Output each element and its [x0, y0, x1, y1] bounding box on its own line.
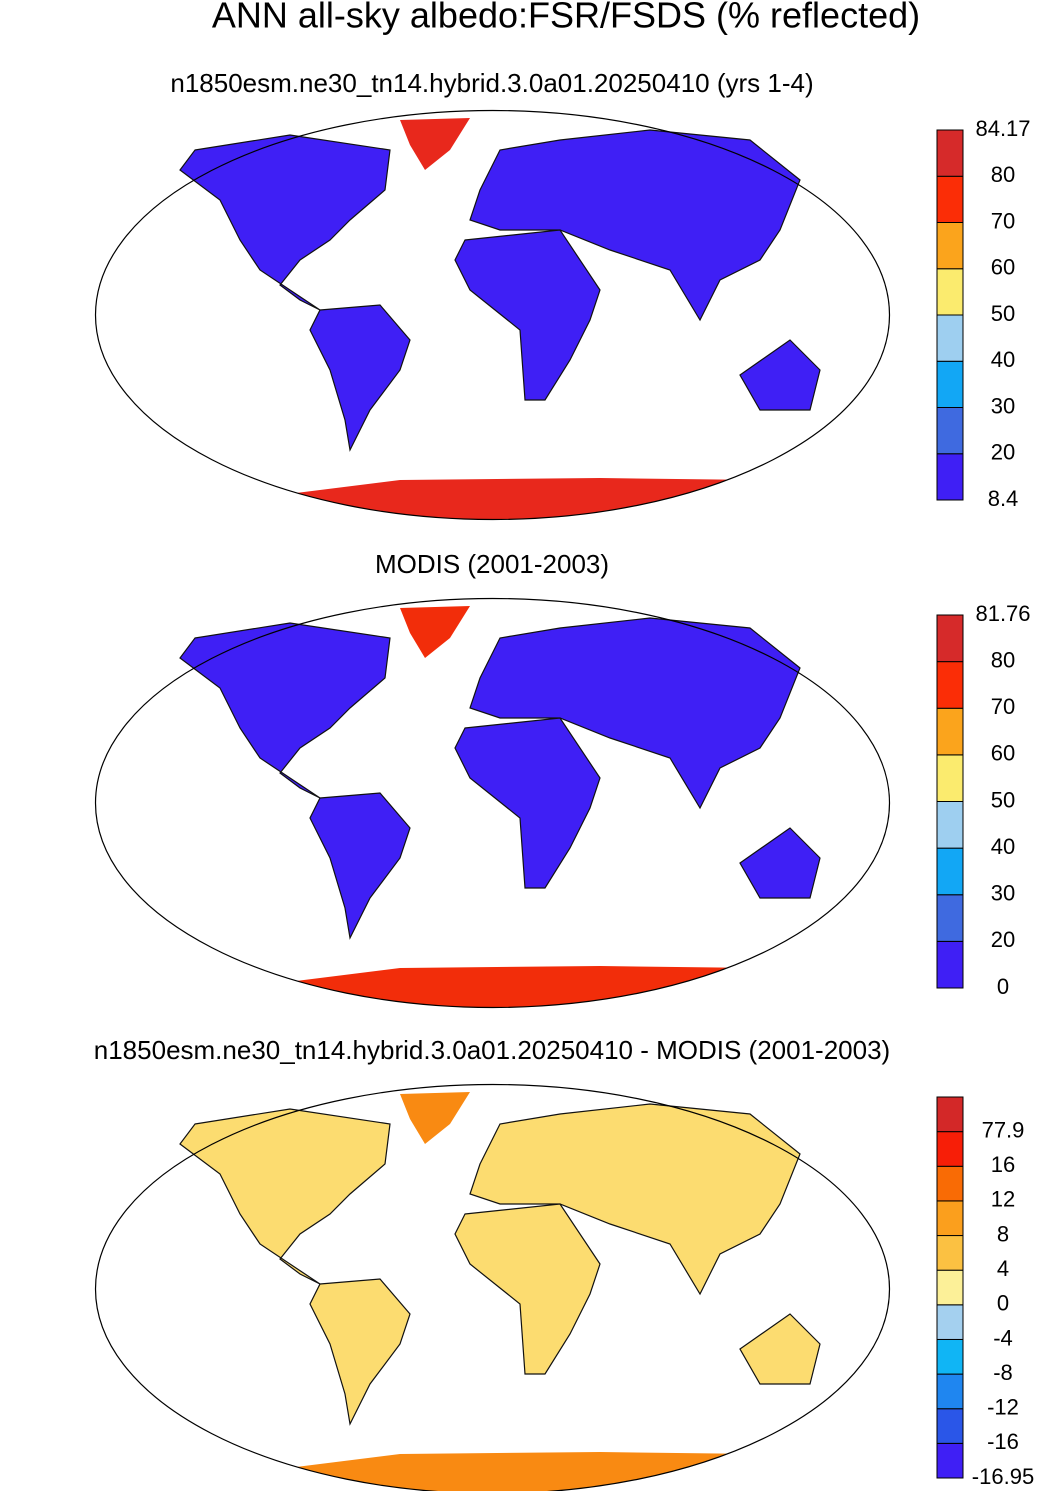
- colorbar-box: [936, 1131, 964, 1167]
- colorbar-box: [936, 360, 964, 408]
- colorbar-box: [936, 268, 964, 316]
- colorbar-label: -16: [987, 1429, 1019, 1454]
- colorbar-label: 50: [991, 787, 1015, 812]
- colorbar-box: [936, 1408, 964, 1444]
- colorbar-box: [936, 1373, 964, 1410]
- colorbar-box: [936, 847, 964, 896]
- colorbar-label: 70: [991, 208, 1015, 233]
- colorbar-box: [936, 1200, 964, 1237]
- colorbar-label: 20: [991, 440, 1015, 465]
- colorbar-label: 0: [997, 974, 1009, 999]
- map-outline: [94, 597, 891, 1009]
- figure-title: ANN all-sky albedo:FSR/FSDS (% reflected…: [212, 0, 920, 36]
- colorbar-label: 30: [991, 393, 1015, 418]
- colorbar-box: [936, 407, 964, 455]
- colorbar-label: -12: [987, 1395, 1019, 1420]
- colorbar-label: 80: [991, 647, 1015, 672]
- colorbar-box: [936, 614, 964, 663]
- colorbar-label: 77.9: [982, 1117, 1025, 1142]
- colorbar-label: 60: [991, 741, 1015, 766]
- colorbar-label: 40: [991, 347, 1015, 372]
- colorbar-box: [936, 754, 964, 802]
- colorbar-label: 84.17: [975, 116, 1030, 141]
- colorbar-label: 20: [991, 927, 1015, 952]
- colorbar-label: 4: [997, 1256, 1009, 1281]
- colorbar-label: 0: [997, 1291, 1009, 1316]
- colorbar-box: [936, 940, 964, 989]
- land: [179, 617, 821, 939]
- panels: n1850esm.ne30_tn14.hybrid.3.0a01.2025041…: [94, 68, 1034, 1495]
- panel: n1850esm.ne30_tn14.hybrid.3.0a01.2025041…: [94, 1035, 1034, 1495]
- colorbar-box: [936, 1269, 964, 1306]
- map-outline: [94, 109, 891, 521]
- colorbar-box: [936, 222, 964, 270]
- colorbar-box: [936, 801, 964, 849]
- colorbar-label: 16: [991, 1152, 1015, 1177]
- colorbar-label: 80: [991, 162, 1015, 187]
- colorbar-label: 8: [997, 1221, 1009, 1246]
- panel-subtitle: n1850esm.ne30_tn14.hybrid.3.0a01.2025041…: [94, 1035, 890, 1065]
- colorbar-label: 40: [991, 834, 1015, 859]
- colorbar-label: 30: [991, 881, 1015, 906]
- colorbar-box: [936, 707, 964, 756]
- colorbar-box: [936, 129, 964, 177]
- colorbar-box: [936, 894, 964, 942]
- panel: MODIS (2001-2003) 0 20 30 40 50 60 70 80 81.76: [94, 549, 1031, 1009]
- panel: n1850esm.ne30_tn14.hybrid.3.0a01.2025041…: [94, 68, 1031, 521]
- colorbar-box: [936, 1338, 964, 1375]
- colorbar-box: [936, 1442, 964, 1479]
- colorbar-box: [936, 1235, 964, 1271]
- colorbar-label: 8.4: [988, 486, 1019, 511]
- land: [179, 1103, 821, 1425]
- colorbar-box: [936, 661, 964, 709]
- colorbar-label: 12: [991, 1187, 1015, 1212]
- panel-subtitle: MODIS (2001-2003): [375, 549, 609, 579]
- colorbar-label: 50: [991, 301, 1015, 326]
- colorbar-box: [936, 175, 964, 223]
- colorbar-label: -16.95: [972, 1464, 1034, 1489]
- colorbar-box: [936, 314, 964, 362]
- colorbar-label: -8: [993, 1360, 1013, 1385]
- land: [179, 129, 821, 451]
- colorbar-box: [936, 453, 964, 501]
- colorbar-label: 60: [991, 255, 1015, 280]
- colorbar-box: [936, 1165, 964, 1202]
- colorbar-label: -4: [993, 1325, 1013, 1350]
- colorbar-label: 81.76: [975, 601, 1030, 626]
- colorbar-box: [936, 1096, 964, 1133]
- colorbar-box: [936, 1304, 964, 1340]
- panel-subtitle: n1850esm.ne30_tn14.hybrid.3.0a01.2025041…: [170, 68, 813, 98]
- colorbar-label: 70: [991, 694, 1015, 719]
